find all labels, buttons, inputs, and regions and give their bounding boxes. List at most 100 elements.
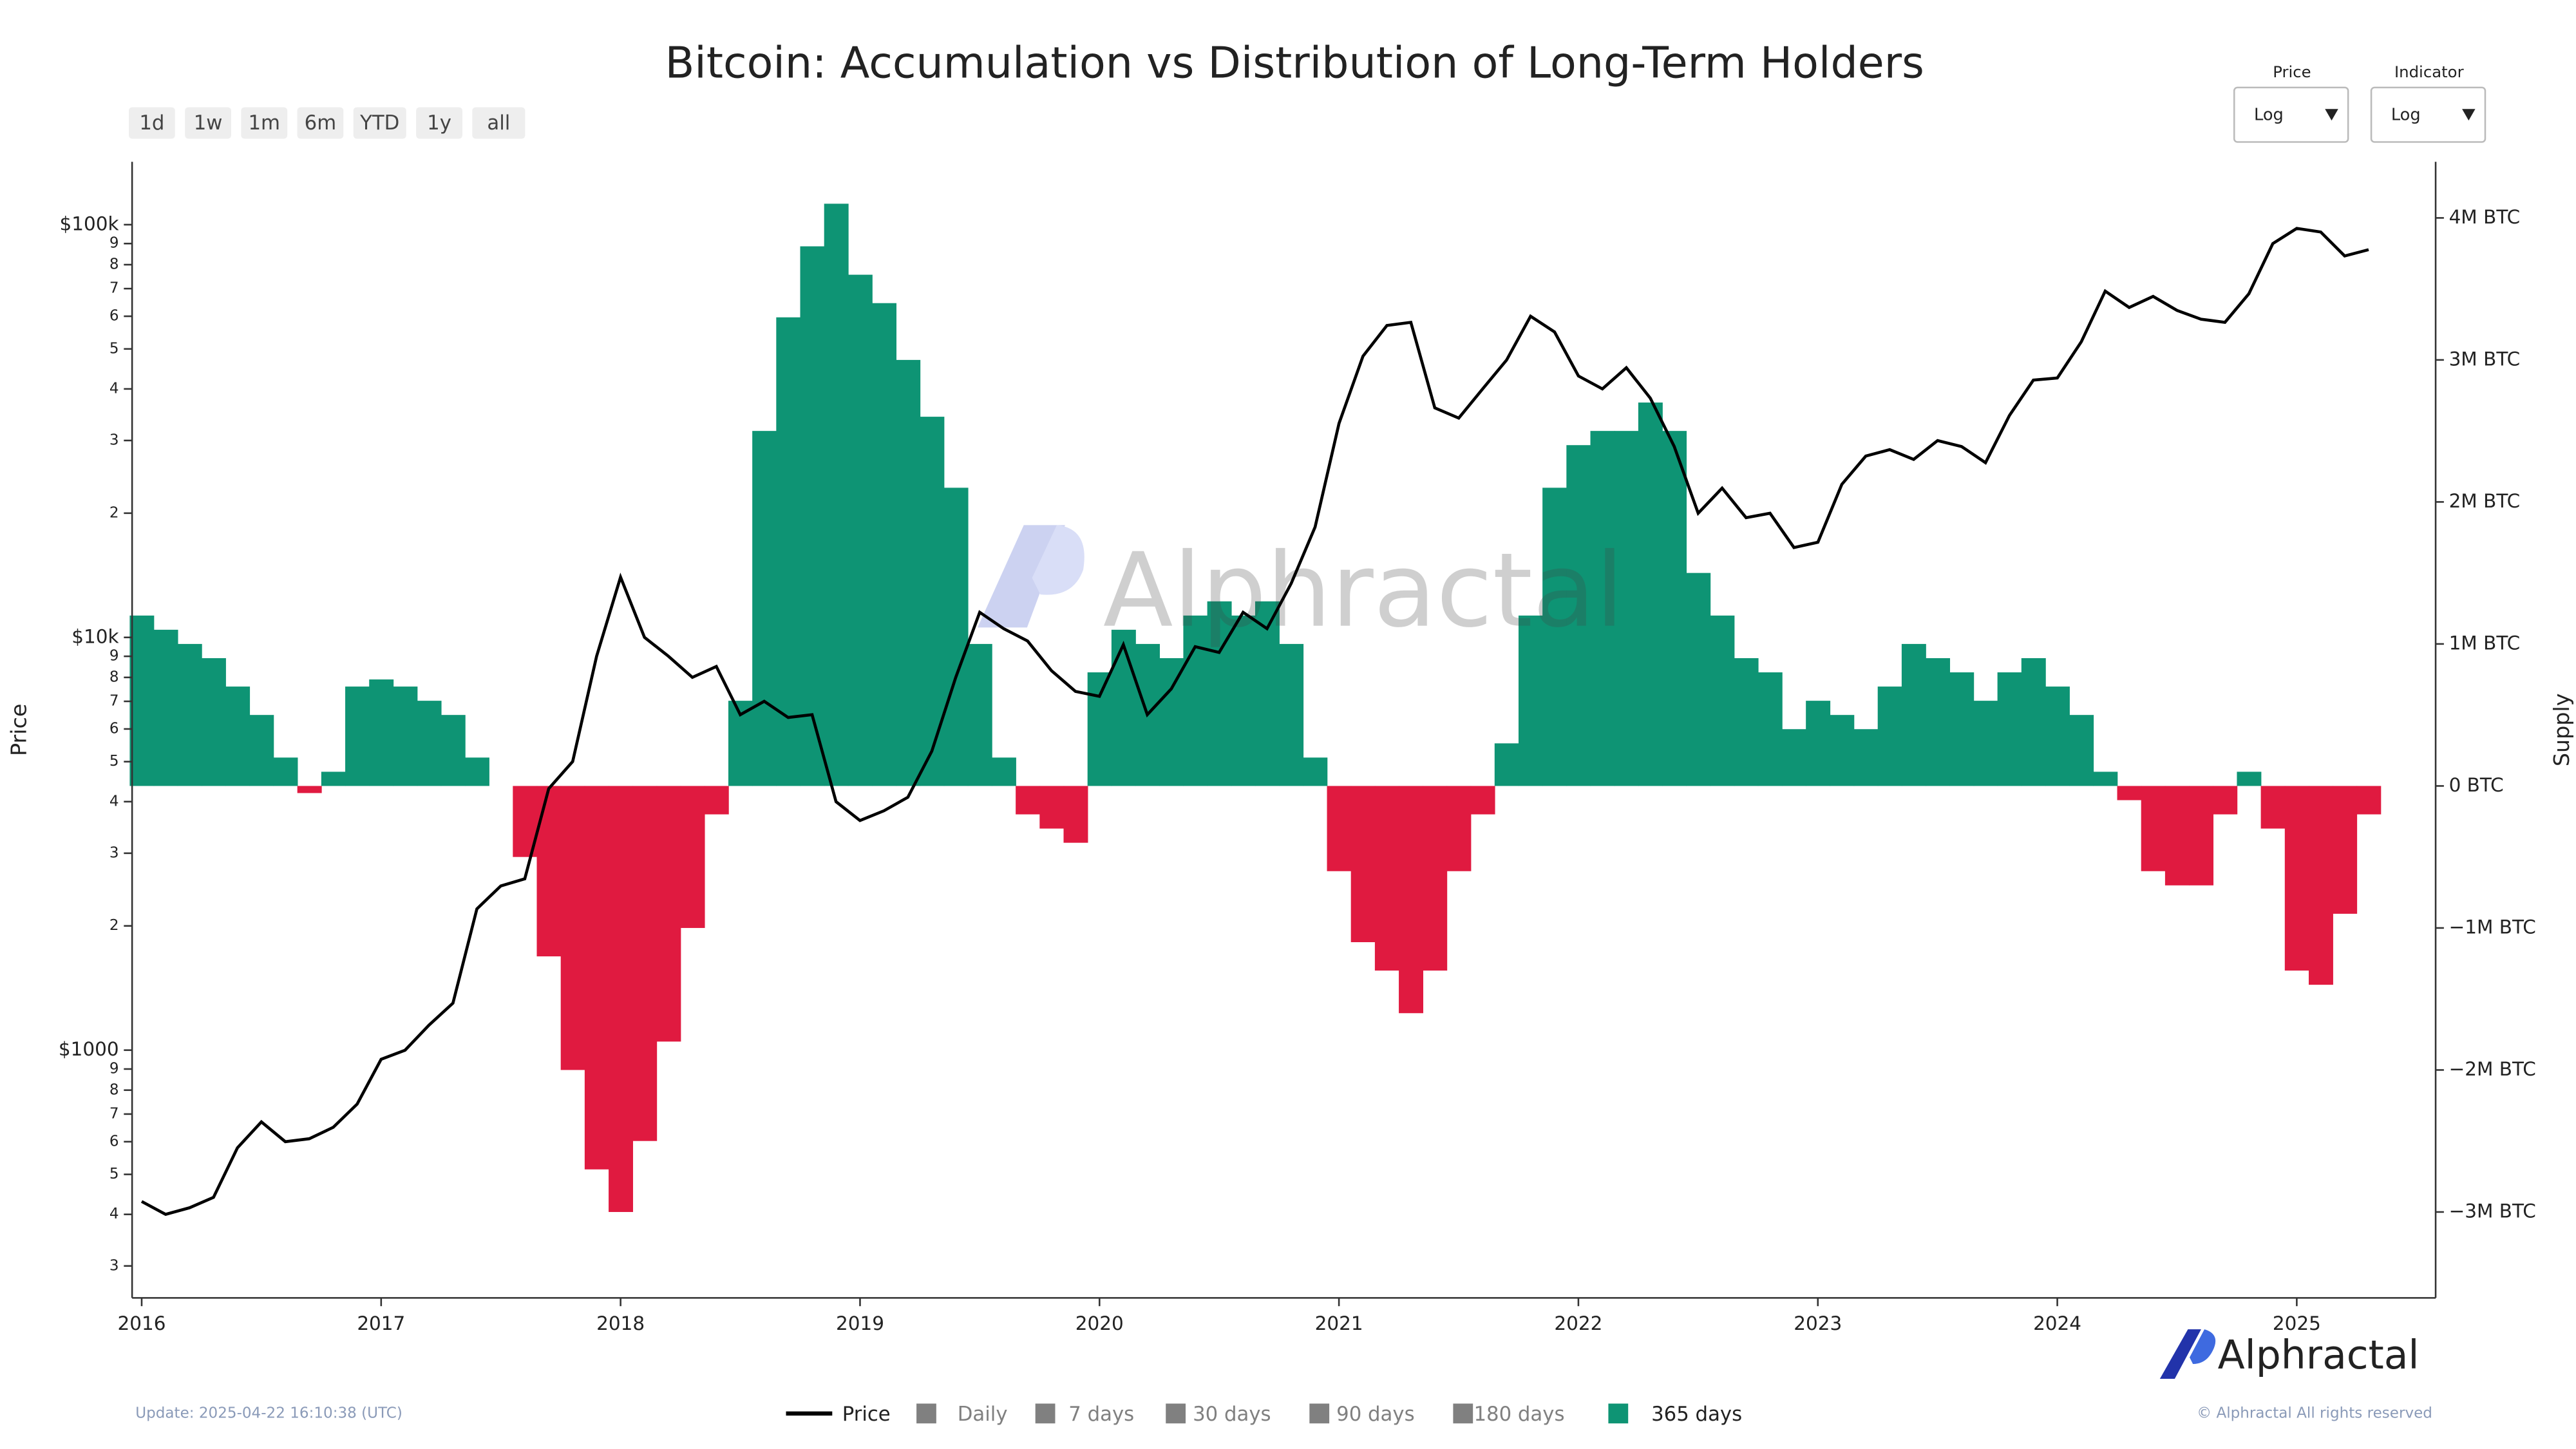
supply-bar (632, 786, 658, 1141)
y-tick-label: 7 (109, 1105, 119, 1122)
supply-bar (752, 431, 777, 786)
legend-label[interactable]: Daily (958, 1403, 1008, 1426)
x-tick-label: 2020 (1075, 1312, 1124, 1334)
range-button[interactable] (353, 107, 406, 139)
supply-bar (680, 786, 705, 928)
supply-bar (2164, 786, 2190, 886)
supply-bar (1063, 786, 1088, 843)
legend-swatch[interactable] (916, 1403, 936, 1424)
legend-swatch[interactable] (1035, 1403, 1056, 1424)
supply-bar (560, 786, 585, 1070)
supply-bar (1710, 615, 1735, 786)
supply-bar (824, 204, 849, 786)
legend-swatch[interactable] (1309, 1403, 1330, 1424)
supply-bar (273, 757, 298, 786)
y-tick-label: $1000 (59, 1038, 119, 1060)
supply-bar (321, 772, 346, 786)
range-button-label[interactable]: 1d (139, 111, 164, 135)
supply-bar (2333, 786, 2358, 914)
supply-bar (1279, 643, 1304, 786)
supply-bar (417, 701, 442, 786)
range-button-label[interactable]: 1w (194, 111, 223, 135)
range-button[interactable] (472, 107, 526, 139)
supply-bar (2021, 658, 2046, 786)
y2-axis-title: Supply (2549, 694, 2574, 767)
dropdown-arrow[interactable] (2462, 109, 2476, 121)
supply-bar (393, 687, 418, 786)
supply-bar (1806, 701, 1831, 786)
legend-label[interactable]: 180 days (1473, 1403, 1564, 1426)
y-tick-label: $100k (60, 213, 119, 234)
range-button[interactable] (129, 107, 175, 139)
range-button-label[interactable]: 6m (305, 111, 337, 135)
supply-bar (1016, 786, 1041, 815)
supply-bar (1374, 786, 1399, 971)
watermark: Alphractal (977, 525, 1624, 650)
supply-bar (1542, 488, 1567, 786)
range-button[interactable] (297, 107, 344, 139)
control-label: Indicator (2394, 62, 2465, 81)
legend-swatch[interactable] (1166, 1403, 1186, 1424)
dropdown-arrow[interactable] (2325, 109, 2338, 121)
legend-label[interactable]: 365 days (1651, 1403, 1742, 1426)
legend-swatch[interactable] (1608, 1403, 1629, 1424)
supply-bar (1686, 573, 1711, 786)
y-tick-label: 8 (109, 668, 119, 685)
supply-bar (249, 715, 274, 786)
supply-bar (1638, 402, 1663, 786)
y-tick-label: 9 (109, 1060, 119, 1077)
y-tick-label: 5 (109, 340, 119, 357)
y-tick-label: $10k (71, 625, 118, 647)
supply-bar (584, 786, 609, 1170)
y-tick-label: 4 (109, 380, 119, 397)
supply-bar (177, 643, 202, 786)
y-tick-label: 7 (109, 693, 119, 710)
supply-bar (2141, 786, 2166, 871)
legend-label[interactable]: 30 days (1193, 1403, 1271, 1426)
supply-bar (1757, 672, 1783, 786)
supply-bar (896, 359, 921, 786)
supply-bar (129, 615, 155, 786)
supply-bar (1231, 615, 1256, 786)
supply-bar (656, 786, 681, 1042)
range-button[interactable] (241, 107, 288, 139)
dropdown-value[interactable]: Log (2254, 105, 2284, 124)
supply-bar (2045, 687, 2070, 786)
y2-tick-label: 4M BTC (2449, 206, 2521, 228)
watermark-logo (977, 525, 1065, 628)
y-axis-title: Price (6, 704, 31, 756)
price-line (140, 227, 2369, 1217)
supply-bar (1614, 431, 1639, 786)
supply-bar (201, 658, 226, 786)
range-button-label[interactable]: 1m (248, 111, 280, 135)
y2-tick-label: −1M BTC (2449, 916, 2536, 938)
supply-bar (704, 786, 729, 815)
range-button-label[interactable]: YTD (359, 111, 399, 135)
supply-bar (369, 679, 394, 786)
range-button[interactable] (185, 107, 231, 139)
legend-swatch[interactable] (1453, 1403, 1473, 1424)
x-tick-label: 2022 (1554, 1312, 1602, 1334)
dropdown[interactable] (2233, 86, 2349, 143)
y2-tick-label: 1M BTC (2449, 632, 2521, 654)
x-tick-label: 2019 (836, 1312, 884, 1334)
supply-bar (2308, 786, 2333, 985)
supply-bar (1901, 643, 1926, 786)
y2-tick-label: 3M BTC (2449, 348, 2521, 370)
range-button-label[interactable]: all (487, 111, 510, 135)
dropdown[interactable] (2370, 86, 2486, 143)
supply-bar (1590, 431, 1615, 786)
y-tick-label: 4 (109, 1206, 119, 1222)
range-button-label[interactable]: 1y (427, 111, 451, 135)
legend-label[interactable]: Price (842, 1403, 891, 1426)
legend-label[interactable]: 90 days (1336, 1403, 1414, 1426)
supply-bar (1039, 786, 1065, 829)
y-tick-label: 5 (109, 753, 119, 770)
supply-bar (1877, 687, 1902, 786)
range-button[interactable] (416, 107, 462, 139)
legend-label[interactable]: 7 days (1068, 1403, 1134, 1426)
brand-logo (2190, 1329, 2216, 1364)
dropdown-value[interactable]: Log (2391, 105, 2421, 124)
supply-bar (991, 757, 1016, 786)
